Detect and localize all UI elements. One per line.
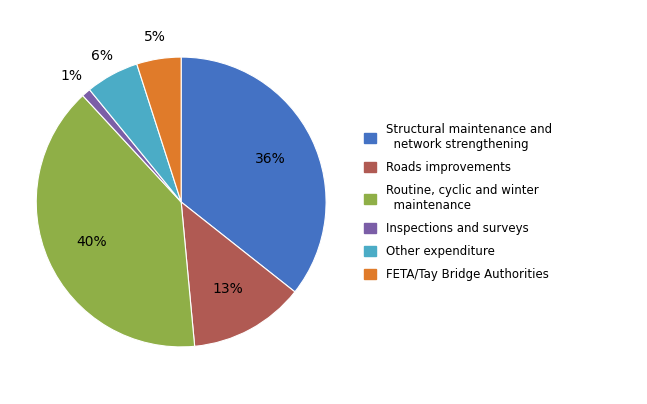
Wedge shape <box>89 64 181 202</box>
Wedge shape <box>137 57 181 202</box>
Wedge shape <box>36 96 195 347</box>
Wedge shape <box>83 90 181 202</box>
Wedge shape <box>181 202 295 346</box>
Legend: Structural maintenance and
  network strengthening, Roads improvements, Routine,: Structural maintenance and network stren… <box>364 123 552 281</box>
Wedge shape <box>181 57 326 292</box>
Text: 6%: 6% <box>91 48 113 63</box>
Text: 5%: 5% <box>144 30 166 44</box>
Text: 36%: 36% <box>254 152 285 166</box>
Text: 13%: 13% <box>213 282 243 296</box>
Text: 40%: 40% <box>76 235 107 249</box>
Text: 1%: 1% <box>61 69 83 83</box>
